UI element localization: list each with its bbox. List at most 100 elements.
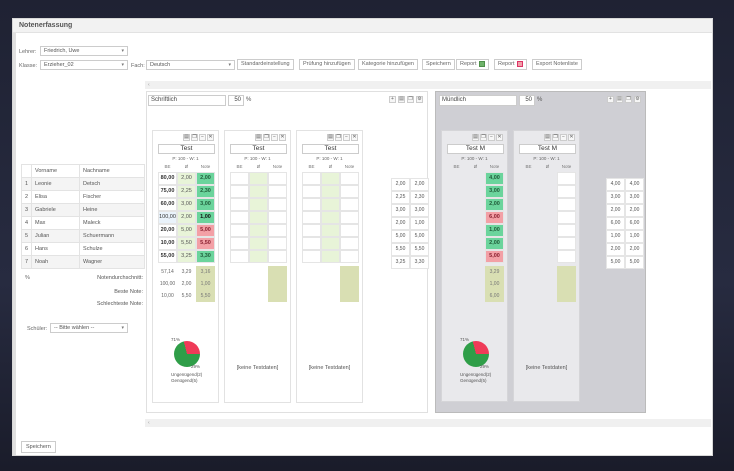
table-row[interactable]: 3 Gabriele Heine <box>21 203 145 217</box>
table-row[interactable]: 7 Noah Wagner <box>21 255 145 269</box>
close-icon[interactable]: ✕ <box>279 134 286 141</box>
be-cell[interactable] <box>230 224 249 237</box>
copy-icon[interactable]: ❐ <box>625 96 632 103</box>
test-name-input[interactable]: Test <box>230 144 287 154</box>
be-cell[interactable]: 10,00 <box>158 237 177 250</box>
report-pdf-button[interactable]: Report <box>494 59 527 70</box>
test-name-input[interactable]: Test M <box>447 144 504 154</box>
copy-icon[interactable]: ❐ <box>263 134 270 141</box>
be-cell[interactable]: 55,00 <box>158 250 177 263</box>
add-icon[interactable]: + <box>607 96 614 103</box>
report-excel-button[interactable]: Report <box>456 59 489 70</box>
category-percent-input[interactable]: 50 <box>519 95 535 106</box>
standardeinstellung-button[interactable]: Standardeinstellung <box>237 59 294 70</box>
be-cell[interactable] <box>302 237 321 250</box>
document-icon[interactable]: ▤ <box>544 134 551 141</box>
fach-select[interactable]: Deutsch ▾ <box>146 60 235 70</box>
klasse-select[interactable]: Erzieher_02 ▾ <box>40 60 128 70</box>
schueler-select[interactable]: -- Bitte wählen -- ▾ <box>50 323 128 333</box>
document-icon[interactable]: ▤ <box>472 134 479 141</box>
note-cell[interactable]: 6,00 <box>485 211 504 224</box>
table-row[interactable]: 4 Max Maleck <box>21 216 145 230</box>
agg-cell: 3,00 <box>410 204 429 217</box>
note-cell[interactable] <box>557 172 576 185</box>
pruefung-hinzufuegen-button[interactable]: Prüfung hinzufügen <box>299 59 355 70</box>
category-name-input[interactable]: Mündlich <box>439 95 517 106</box>
category-name-input[interactable]: Schriftlich <box>148 95 226 106</box>
close-icon[interactable]: ✕ <box>496 134 503 141</box>
speichern-top-button[interactable]: Speichern <box>422 59 455 70</box>
summary-cell: 2,00 <box>181 281 192 287</box>
horizontal-scrollbar-bottom[interactable]: ‹ <box>145 419 711 427</box>
be-cell[interactable] <box>302 211 321 224</box>
table-row[interactable]: 6 Hans Schulze <box>21 242 145 256</box>
be-cell[interactable] <box>230 172 249 185</box>
be-cell[interactable] <box>230 185 249 198</box>
document-icon[interactable]: ▤ <box>255 134 262 141</box>
minus-icon[interactable]: − <box>271 134 278 141</box>
table-row[interactable]: 2 Elisa Fischer <box>21 190 145 204</box>
category-percent-input[interactable]: 50 <box>228 95 244 106</box>
minus-icon[interactable]: − <box>199 134 206 141</box>
gear-icon[interactable]: ⚙ <box>634 96 641 103</box>
note-cell[interactable]: 2,00 <box>485 237 504 250</box>
col-nachname: Nachname <box>79 164 145 178</box>
be-cell[interactable] <box>230 198 249 211</box>
copy-icon[interactable]: ❐ <box>480 134 487 141</box>
note-cell[interactable] <box>557 185 576 198</box>
speichern-bottom-button[interactable]: Speichern <box>21 441 56 453</box>
be-cell[interactable]: 20,00 <box>158 224 177 237</box>
note-cell[interactable] <box>557 211 576 224</box>
be-cell[interactable] <box>302 198 321 211</box>
document-icon[interactable]: ▤ <box>327 134 334 141</box>
be-cell[interactable]: 60,00 <box>158 198 177 211</box>
be-cell[interactable]: 80,00 <box>158 172 177 185</box>
be-cell[interactable]: 100,00 <box>158 211 177 224</box>
note-cell[interactable]: 2,00 <box>485 198 504 211</box>
note-cell[interactable] <box>557 237 576 250</box>
gear-icon[interactable]: ⚙ <box>416 96 423 103</box>
table-row[interactable]: 5 Julian Schuermann <box>21 229 145 243</box>
note-cell[interactable]: 5,00 <box>485 250 504 263</box>
test-name-input[interactable]: Test <box>302 144 359 154</box>
be-cell[interactable] <box>302 250 321 263</box>
be-cell[interactable]: 75,00 <box>158 185 177 198</box>
nachname-cell: Detsch <box>79 177 145 191</box>
note-cell[interactable] <box>557 198 576 211</box>
document-icon[interactable]: ▤ <box>183 134 190 141</box>
be-cell[interactable] <box>302 224 321 237</box>
be-cell[interactable] <box>230 237 249 250</box>
copy-icon[interactable]: ❐ <box>407 96 414 103</box>
minus-icon[interactable]: − <box>560 134 567 141</box>
minus-icon[interactable]: − <box>343 134 350 141</box>
note-cell[interactable]: 3,00 <box>485 185 504 198</box>
document-icon[interactable]: ▤ <box>616 96 623 103</box>
close-icon[interactable]: ✕ <box>568 134 575 141</box>
be-cell[interactable] <box>230 250 249 263</box>
be-cell[interactable] <box>302 185 321 198</box>
copy-icon[interactable]: ❐ <box>191 134 198 141</box>
copy-icon[interactable]: ❐ <box>335 134 342 141</box>
be-cell[interactable] <box>230 211 249 224</box>
left-border <box>13 33 16 455</box>
close-icon[interactable]: ✕ <box>207 134 214 141</box>
fach-value: Deutsch <box>150 62 171 68</box>
test-name-input[interactable]: Test <box>158 144 215 154</box>
document-icon[interactable]: ▤ <box>398 96 405 103</box>
kategorie-hinzufuegen-button[interactable]: Kategorie hinzufügen <box>358 59 418 70</box>
lehrer-select[interactable]: Friedrich, Uwe ▾ <box>40 46 128 56</box>
copy-icon[interactable]: ❐ <box>552 134 559 141</box>
be-cell[interactable] <box>302 172 321 185</box>
test-name-input[interactable]: Test M <box>519 144 576 154</box>
table-row[interactable]: 1 Leonie Detsch <box>21 177 145 191</box>
note-cell[interactable] <box>557 250 576 263</box>
note-cell[interactable] <box>557 224 576 237</box>
minus-icon[interactable]: − <box>488 134 495 141</box>
note-cell[interactable]: 4,00 <box>485 172 504 185</box>
add-icon[interactable]: + <box>389 96 396 103</box>
close-icon[interactable]: ✕ <box>351 134 358 141</box>
vorname-cell: Max <box>30 216 81 230</box>
note-cell[interactable]: 1,00 <box>485 224 504 237</box>
horizontal-scrollbar-top[interactable]: ‹ <box>145 81 711 89</box>
export-notenliste-button[interactable]: Export Notenliste <box>532 59 582 70</box>
